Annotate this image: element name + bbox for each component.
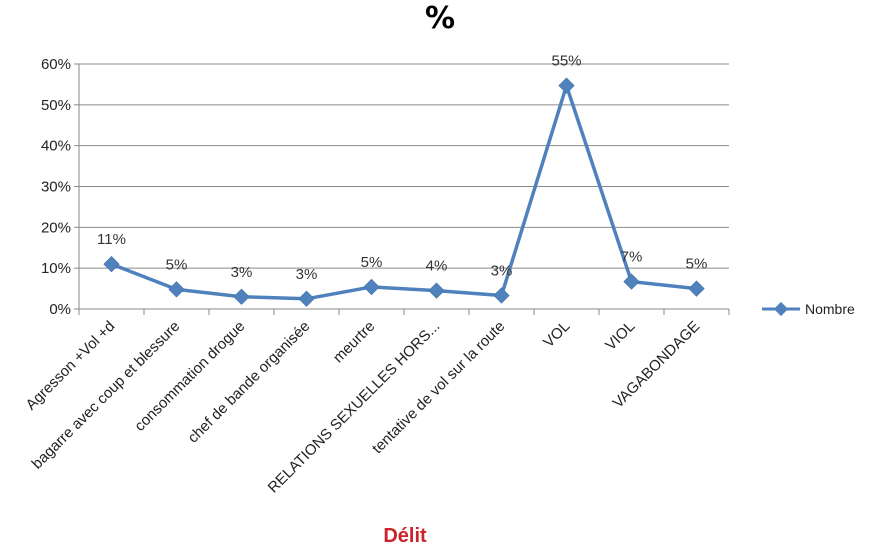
- data-point-marker: [233, 288, 250, 305]
- y-tick-label: 30%: [41, 179, 71, 196]
- y-tick-label: 60%: [41, 56, 71, 73]
- data-label: 3%: [491, 263, 513, 280]
- x-category-label: VOL: [540, 318, 573, 351]
- y-tick-label: 20%: [41, 219, 71, 236]
- legend-diamond-marker: [773, 301, 789, 317]
- data-point-marker: [103, 255, 120, 273]
- data-point-marker: [558, 77, 575, 94]
- y-axis: 0% 10% 20% 30% 40% 50% 60%: [41, 56, 80, 318]
- data-point-marker: [688, 280, 705, 297]
- y-tick-label: 10%: [41, 260, 71, 277]
- x-category-label: meurtre: [330, 318, 379, 367]
- series-nombre: 11% 5% 3% 3% 5% 4% 3% 55% 7% 5%: [97, 53, 707, 307]
- x-category-label: chef de bande organisée: [185, 318, 314, 447]
- data-label: 11%: [97, 231, 126, 248]
- data-point-marker: [623, 273, 640, 290]
- x-category-label: VIOL: [602, 318, 638, 354]
- data-point-marker: [168, 281, 185, 298]
- data-label: 5%: [166, 256, 188, 273]
- data-label: 5%: [686, 256, 708, 273]
- data-label: 7%: [621, 249, 643, 266]
- data-label: 4%: [426, 258, 448, 275]
- x-category-label: consommation drogue: [131, 318, 248, 435]
- x-axis-title: Délit: [383, 525, 427, 547]
- data-point-marker: [298, 290, 315, 307]
- data-label: 3%: [231, 264, 253, 281]
- data-label: 55%: [551, 53, 581, 70]
- data-point-marker: [428, 282, 445, 299]
- data-label: 3%: [296, 266, 318, 283]
- legend: Nombre: [762, 301, 855, 317]
- legend-label-nombre: Nombre: [805, 301, 855, 317]
- x-category-label: tentative de vol sur la route: [369, 318, 508, 457]
- series-line: [110, 83, 697, 301]
- y-tick-label: 0%: [49, 301, 71, 318]
- chart-title: %: [425, 1, 455, 36]
- data-point-marker: [493, 287, 510, 304]
- data-label: 5%: [361, 254, 383, 271]
- data-point-marker: [363, 278, 380, 296]
- y-tick-label: 50%: [41, 97, 71, 114]
- gridlines: [79, 63, 729, 310]
- y-tick-label: 40%: [41, 138, 71, 155]
